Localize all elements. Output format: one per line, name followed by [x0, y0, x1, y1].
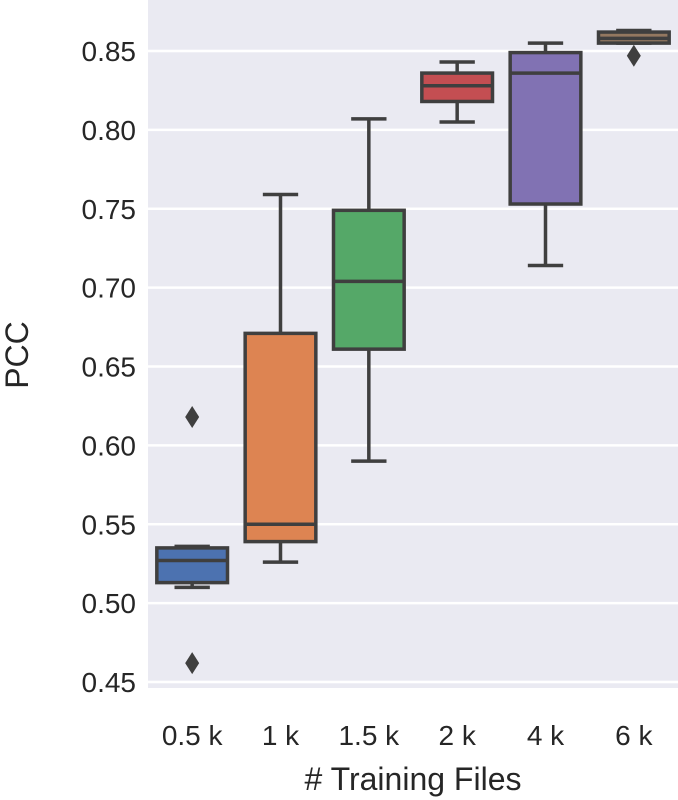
x-tick-label: 6 k [615, 720, 653, 751]
box-group [243, 192, 318, 564]
y-tick-label: 0.70 [82, 273, 137, 304]
outlier-marker [626, 44, 641, 67]
y-tick-label: 0.80 [82, 115, 137, 146]
x-tick-label: 1.5 k [338, 720, 400, 751]
y-tick-label: 0.60 [82, 430, 137, 461]
y-tick-label: 0.85 [82, 36, 137, 67]
y-tick-label: 0.55 [82, 509, 137, 540]
box-group [596, 28, 671, 67]
y-tick-label: 0.75 [82, 194, 137, 225]
outlier-marker [185, 405, 200, 428]
x-tick-labels: 0.5 k 1 k 1.5 k 2 k 4 k 6 k [162, 720, 654, 751]
box-group [331, 117, 406, 463]
x-tick-label: 2 k [438, 720, 476, 751]
box-group [420, 60, 495, 124]
y-tick-labels: 0.45 0.50 0.55 0.60 0.65 0.70 0.75 0.80 0.85 [82, 36, 137, 698]
y-axis-label: PCC [0, 321, 35, 389]
box-group [508, 41, 583, 268]
x-tick-label: 0.5 k [162, 720, 224, 751]
x-axis-label: # Training Files [305, 761, 522, 797]
y-tick-label: 0.45 [82, 667, 137, 698]
y-tick-label: 0.65 [82, 352, 137, 383]
grid-lines [148, 49, 678, 684]
plot-area [148, 0, 678, 688]
y-tick-label: 0.50 [82, 588, 137, 619]
box-iqr [155, 546, 230, 585]
boxes [155, 28, 671, 675]
box-group [155, 405, 230, 675]
x-tick-label: 4 k [527, 720, 565, 751]
outlier-marker [185, 652, 200, 675]
box-iqr [243, 331, 318, 544]
x-tick-label: 1 k [262, 720, 300, 751]
box-iqr [508, 50, 583, 206]
